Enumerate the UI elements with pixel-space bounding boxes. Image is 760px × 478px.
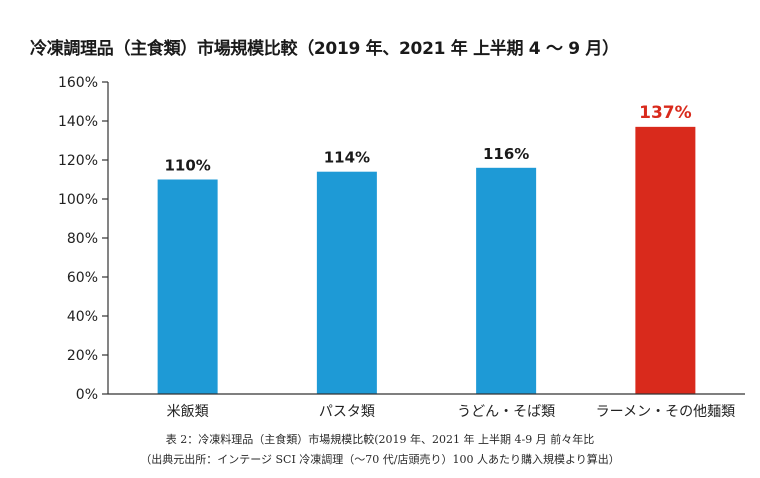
bar-data-label: 110% [164, 157, 210, 175]
x-category-label: ラーメン・その他麺類 [596, 404, 735, 420]
bar-data-label: 114% [324, 149, 370, 167]
bar-data-label: 137% [639, 103, 692, 123]
figure-caption-line-1: 表 2：冷凍料理品（主食類）市場規模比較(2019 年、2021 年 上半期 4… [165, 433, 595, 446]
bar-chart: 0%20%40%60%80%100%120%140%160% 110% 114% 1… [58, 75, 745, 420]
y-tick-label: 60% [67, 270, 98, 286]
chart-title: 冷凍調理品（主食類）市場規模比較（2019 年、2021 年 上半期 4 〜 9… [30, 39, 619, 59]
y-tick-label: 40% [67, 309, 98, 325]
x-category-label: 米飯類 [167, 403, 209, 420]
y-tick-label: 80% [67, 231, 98, 247]
x-axis-category-labels: 米飯類 パスタ類 うどん・そば類 ラーメン・その他麺類 [167, 403, 735, 420]
y-tick-label: 160% [58, 75, 98, 91]
bar-data-label: 116% [483, 145, 529, 163]
x-category-label: うどん・そば類 [457, 404, 555, 420]
y-tick-label: 120% [58, 153, 98, 169]
bar [157, 179, 218, 394]
y-axis-ticks: 0% 20% 40% 60% 80% 100% 120% 140% 160% [58, 75, 108, 403]
y-tick-label: 140% [58, 114, 98, 130]
y-tick-label: 0% [76, 387, 98, 403]
x-category-label: パスタ類 [319, 404, 375, 420]
bar [316, 171, 377, 394]
y-tick-label: 20% [67, 348, 98, 364]
bar [476, 167, 537, 394]
bar [635, 126, 696, 394]
data-labels: 110% 114% 116% 137% [164, 103, 691, 175]
y-tick-label: 100% [58, 192, 98, 208]
figure-caption-line-2: （出典元出所：インテージ SCI 冷凍調理（〜70 代/店頭売り）100 人あた… [140, 453, 620, 466]
bars [157, 126, 696, 394]
